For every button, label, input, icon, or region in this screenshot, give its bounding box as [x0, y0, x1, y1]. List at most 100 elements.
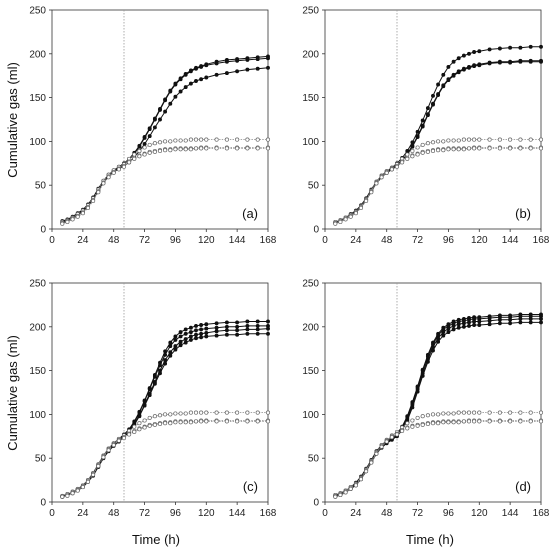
data-point	[487, 419, 492, 424]
data-point	[204, 330, 209, 335]
x-tick-label: 168	[260, 235, 277, 246]
data-point	[436, 139, 441, 144]
data-point	[173, 420, 178, 425]
data-point	[183, 147, 188, 152]
data-point	[348, 214, 353, 219]
data-point	[224, 328, 229, 333]
data-point	[456, 70, 461, 75]
data-point	[497, 137, 502, 142]
data-point	[214, 137, 219, 142]
data-point	[183, 138, 188, 143]
data-point	[65, 493, 70, 498]
data-point	[188, 330, 193, 335]
data-point	[168, 353, 173, 358]
data-point	[96, 190, 101, 195]
data-point	[158, 107, 162, 112]
data-point	[420, 373, 425, 378]
data-point	[374, 451, 379, 456]
data-point	[431, 93, 435, 98]
data-point	[137, 427, 142, 432]
data-point	[183, 340, 188, 345]
data-point	[466, 146, 472, 151]
data-point	[430, 412, 436, 417]
data-point	[539, 320, 543, 325]
data-point	[497, 46, 502, 51]
data-point	[518, 137, 523, 142]
data-point	[384, 170, 389, 175]
data-point	[137, 144, 142, 149]
data-point	[436, 148, 441, 153]
data-point	[518, 45, 523, 50]
data-point	[425, 413, 430, 418]
data-point	[204, 63, 209, 68]
data-point	[255, 410, 260, 415]
data-point	[178, 420, 183, 425]
data-point	[178, 138, 183, 143]
data-point	[338, 492, 343, 498]
data-point	[358, 205, 364, 211]
x-tick-label: 96	[170, 235, 182, 246]
data-point	[152, 374, 157, 379]
data-point	[91, 472, 96, 477]
data-point	[333, 221, 338, 226]
data-point	[183, 411, 188, 416]
data-point	[194, 79, 198, 83]
x-tick-label: 168	[260, 508, 277, 519]
y-axis-title-top: Cumulative gas (ml)	[5, 62, 20, 178]
x-tick-label: 120	[198, 508, 215, 519]
data-point	[518, 320, 523, 325]
data-point	[508, 146, 513, 151]
data-point	[425, 149, 430, 154]
data-point	[163, 148, 168, 153]
data-point	[420, 150, 425, 155]
data-point	[60, 494, 65, 499]
data-point	[106, 175, 111, 180]
data-point	[461, 321, 466, 326]
data-point	[477, 49, 482, 54]
plot-frame	[324, 9, 542, 230]
data-point	[389, 435, 394, 440]
data-point	[235, 146, 240, 151]
x-tick-label: 144	[229, 508, 246, 519]
chart-panel: 0 24 48 72 96 120 144 168 0 50 100 150 200 250 (a)	[29, 6, 276, 247]
data-point	[142, 142, 147, 146]
data-point	[508, 60, 513, 65]
data-point	[400, 428, 405, 434]
data-point	[188, 137, 193, 142]
data-point	[235, 410, 240, 415]
y-tick-label: 50	[308, 454, 320, 465]
series-line	[62, 147, 268, 224]
data-point	[168, 148, 173, 153]
data-point	[379, 175, 384, 180]
data-point	[199, 64, 204, 69]
data-point	[389, 167, 394, 172]
data-point	[199, 323, 204, 327]
data-point	[400, 160, 405, 165]
data-point	[508, 419, 513, 424]
data-point	[348, 486, 353, 491]
x-tick-label: 0	[49, 235, 55, 246]
data-point	[224, 137, 229, 142]
data-point	[214, 72, 219, 77]
data-point	[518, 410, 523, 415]
data-point	[204, 326, 209, 331]
x-tick-label: 0	[322, 235, 328, 246]
data-point	[214, 329, 219, 334]
data-point	[451, 327, 456, 332]
data-point	[75, 488, 80, 493]
x-tick-label: 72	[412, 508, 424, 519]
x-tick-label: 168	[533, 508, 549, 519]
data-point	[194, 332, 198, 337]
data-point	[193, 410, 199, 415]
data-point	[461, 53, 466, 58]
data-point	[157, 140, 163, 145]
data-point	[487, 318, 492, 323]
data-point	[137, 414, 142, 419]
data-point	[420, 118, 425, 123]
data-point	[518, 419, 523, 424]
data-point	[235, 324, 240, 329]
y-tick-label: 200	[29, 322, 46, 333]
data-point	[183, 420, 188, 425]
panel-label: (c)	[243, 479, 258, 494]
